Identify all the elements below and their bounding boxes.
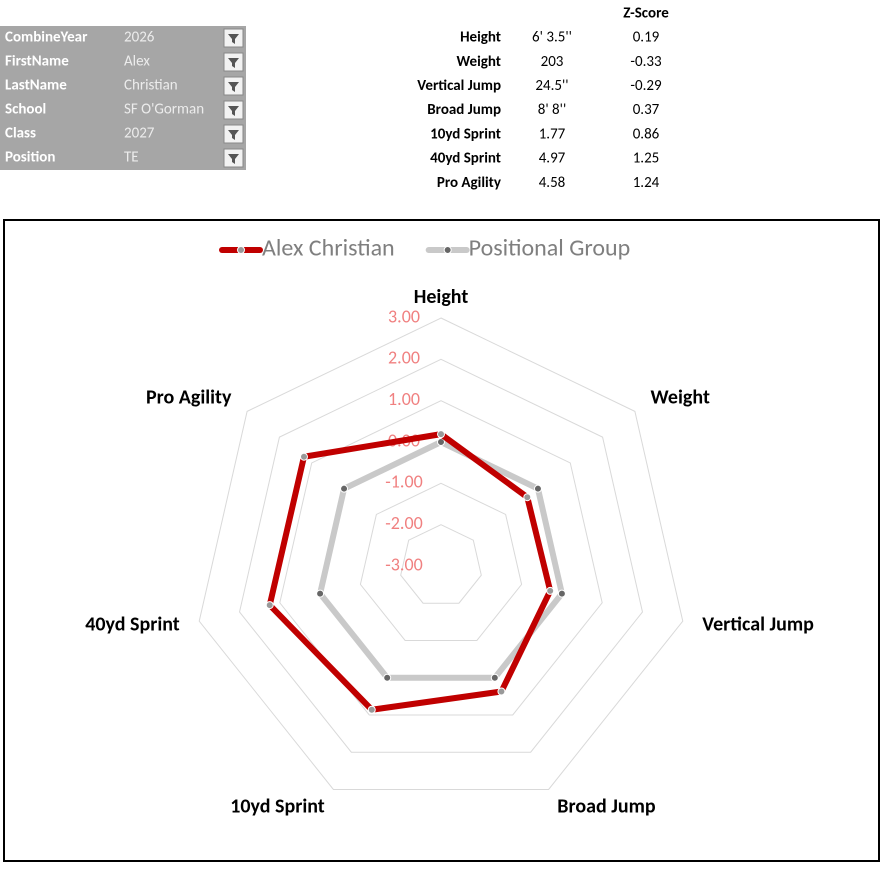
row-zscore: 0.86	[633, 125, 660, 143]
row-zscore: -0.33	[630, 53, 662, 71]
filter-row	[0, 98, 246, 122]
series-point	[299, 452, 308, 461]
series-point	[437, 438, 445, 446]
row-value: 203	[541, 53, 564, 71]
grid-ring	[238, 358, 644, 753]
series-point	[497, 687, 506, 696]
legend-marker	[237, 246, 245, 254]
filter-icon[interactable]	[228, 58, 239, 68]
filter-icon[interactable]	[228, 106, 239, 116]
axis-label: 10yd Sprint	[230, 794, 325, 818]
row-label: 40yd Sprint	[430, 150, 501, 168]
row-value: 8' 8''	[538, 101, 567, 119]
chart-frame	[3, 219, 880, 862]
filter-row	[0, 146, 246, 170]
series-point	[383, 673, 392, 682]
series-point	[265, 601, 274, 610]
filter-row	[0, 74, 246, 98]
row-label: 10yd Sprint	[430, 125, 501, 143]
r-tick-label: 1.00	[388, 388, 420, 410]
series-point	[557, 589, 566, 598]
filter-icon[interactable]	[228, 130, 239, 140]
grid-ring	[279, 400, 603, 716]
grid-ring	[359, 482, 523, 641]
row-value: 1.77	[539, 125, 566, 143]
axis-label: Pro Agility	[146, 386, 232, 410]
axis-label: Broad Jump	[557, 794, 656, 818]
axis-label: 40yd Sprint	[85, 612, 180, 636]
series-point	[340, 484, 349, 493]
filter-row	[0, 122, 246, 146]
filter-value: 2026	[124, 29, 155, 47]
r-tick-label: 3.00	[388, 305, 420, 327]
row-zscore: 1.24	[633, 174, 660, 192]
r-tick-label: 2.00	[388, 347, 420, 369]
series-point	[523, 493, 532, 502]
r-tick-label: -1.00	[385, 471, 422, 493]
series-point	[437, 430, 445, 439]
filter-icon[interactable]	[228, 154, 239, 164]
filter-value: SF O'Gorman	[124, 101, 204, 119]
series-point	[316, 589, 325, 598]
axis-label: Vertical Jump	[702, 612, 814, 636]
series-point	[490, 673, 499, 682]
r-tick-label: -3.00	[385, 553, 422, 575]
filter-label: School	[5, 101, 46, 119]
filter-icon[interactable]	[228, 82, 239, 92]
row-label: Broad Jump	[427, 101, 501, 119]
row-label: Height	[460, 29, 501, 47]
filter-label: Position	[5, 149, 55, 167]
row-zscore: 0.37	[633, 101, 660, 119]
axis-label: Weight	[651, 386, 710, 410]
row-label: Vertical Jump	[417, 77, 501, 95]
filter-label: CombineYear	[5, 29, 88, 47]
series-line	[317, 439, 565, 681]
axis-label: Height	[414, 285, 469, 309]
filter-label: LastName	[5, 77, 67, 95]
row-label: Pro Agility	[437, 174, 502, 192]
r-tick-label: -2.00	[385, 512, 422, 534]
grid-ring	[198, 317, 684, 790]
legend-label: Positional Group	[469, 234, 631, 263]
filter-value: Christian	[124, 77, 178, 95]
row-value: 4.97	[539, 150, 566, 168]
series-point	[367, 705, 376, 714]
filter-row	[0, 50, 246, 74]
series-point	[533, 484, 542, 493]
filter-row	[0, 26, 246, 50]
series-line	[266, 431, 554, 713]
row-value: 24.5''	[535, 77, 568, 95]
filter-icon[interactable]	[228, 34, 239, 44]
row-zscore: 0.19	[633, 29, 660, 47]
filter-value: Alex	[124, 53, 150, 71]
row-label: Weight	[456, 53, 501, 71]
filter-label: FirstName	[5, 53, 69, 71]
filter-value: TE	[124, 149, 139, 167]
filter-value: 2027	[124, 125, 155, 143]
series-point	[546, 586, 555, 595]
grid-ring	[400, 524, 482, 604]
row-value: 6' 3.5''	[532, 29, 572, 47]
legend-marker	[443, 246, 452, 254]
row-zscore: 1.25	[633, 150, 660, 168]
legend-label: Alex Christian	[262, 234, 395, 263]
row-value: 4.58	[539, 174, 566, 192]
row-zscore: -0.29	[630, 77, 662, 95]
filter-label: Class	[5, 125, 36, 143]
table-header: Z-Score	[623, 5, 669, 23]
